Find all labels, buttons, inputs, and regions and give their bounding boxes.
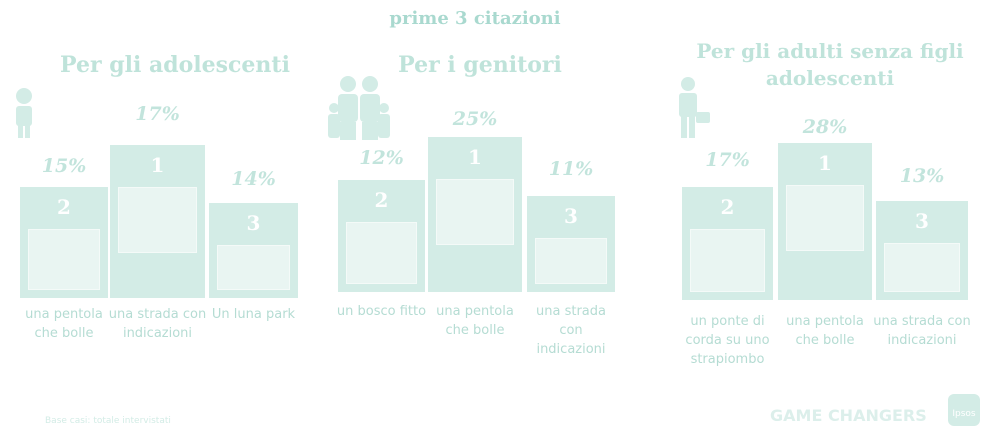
group-title: Per i genitori <box>398 52 562 78</box>
item-label: una pentola che bolle <box>436 304 514 338</box>
item-label: una pentola che bolle <box>786 314 864 348</box>
picture <box>690 229 765 292</box>
podium: 1 <box>778 143 872 300</box>
footer-note: Base casi: totale intervistati <box>45 416 171 426</box>
podium: 3 <box>527 196 615 292</box>
rank: 1 <box>468 145 482 169</box>
item-label: una strada con indicazioni <box>536 304 606 357</box>
percent: 28% <box>802 116 848 138</box>
rank: 1 <box>150 153 165 177</box>
picture <box>535 238 607 284</box>
group-title: Per gli adulti senza figli adolescenti <box>696 39 964 90</box>
rank: 3 <box>915 209 929 233</box>
podium: 2 <box>682 187 773 300</box>
percent: 17% <box>705 149 750 171</box>
percent: 14% <box>231 168 276 190</box>
picture <box>118 187 197 253</box>
podium: 3 <box>209 203 298 298</box>
teen-icon <box>16 88 32 138</box>
rank: 2 <box>57 195 71 219</box>
podium: 3 <box>876 201 968 300</box>
picture <box>786 185 864 251</box>
item-label: una strada con indicazioni <box>108 307 207 341</box>
podium: 1 <box>110 145 205 298</box>
percent: 25% <box>452 108 498 130</box>
logo: Ipsos <box>948 394 980 426</box>
item-label: una pentola che bolle <box>25 307 103 341</box>
percent: 17% <box>135 103 180 125</box>
page-title: prime 3 citazioni <box>389 8 561 29</box>
podium: 2 <box>20 187 108 298</box>
item-label: un ponte di corda su uno strapiombo <box>685 314 770 367</box>
adult-icon <box>679 77 710 138</box>
podium: 1 <box>428 137 522 292</box>
brand: GAME CHANGERS <box>770 406 927 425</box>
rank: 3 <box>564 204 578 228</box>
picture <box>217 245 290 290</box>
rank: 2 <box>374 188 389 212</box>
item-label: una strada con indicazioni <box>873 314 971 348</box>
rank: 1 <box>818 151 832 175</box>
item-label: un bosco fitto <box>336 304 427 319</box>
percent: 12% <box>359 147 404 169</box>
rank: 3 <box>246 211 261 235</box>
picture <box>436 179 514 245</box>
item-label: Un luna park <box>211 307 296 322</box>
percent: 13% <box>899 165 945 187</box>
percent: 15% <box>41 155 87 177</box>
rank: 2 <box>720 195 735 219</box>
picture <box>346 222 417 284</box>
podium: 2 <box>338 180 425 292</box>
family-icon <box>328 76 390 140</box>
group-title: Per gli adolescenti <box>60 52 290 78</box>
picture <box>884 243 960 292</box>
percent: 11% <box>548 158 594 180</box>
picture <box>28 229 100 290</box>
